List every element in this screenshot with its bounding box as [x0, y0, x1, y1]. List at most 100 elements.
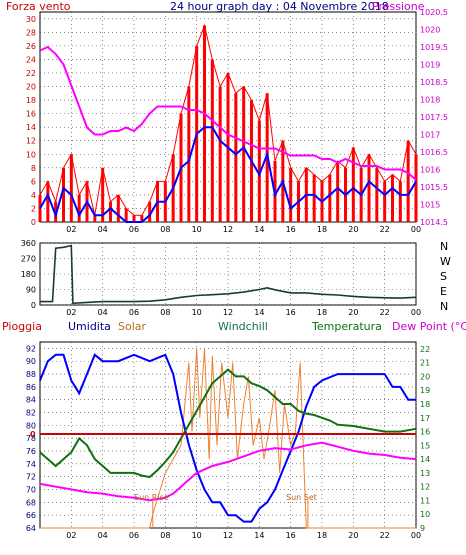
p1-left-tick-label: 14	[26, 123, 36, 132]
p3-left-tick-label: 64	[26, 524, 36, 533]
legend-umidita: Umidita	[68, 320, 111, 333]
p3-x-tick-label: 02	[66, 531, 76, 540]
p1-left-tick-label: 0	[31, 218, 36, 227]
p3-left-tick-label: 70	[26, 486, 36, 495]
p1-x-tick-label: 20	[348, 225, 358, 234]
p1-x-tick-label: 10	[192, 225, 202, 234]
p2-x-tick-label: 10	[192, 308, 202, 317]
p3-right-tick-label: 22	[420, 345, 430, 354]
p1-x-tick-label: 06	[129, 225, 139, 234]
p3-left-tick-label: 66	[26, 511, 36, 520]
p3-x-tick-label: 12	[223, 531, 233, 540]
grid-panel2	[40, 242, 417, 306]
p1-left-tick-label: 16	[26, 110, 36, 119]
p3-left-tick-label: 76	[26, 447, 36, 456]
p1-x-tick-label: 18	[317, 225, 327, 234]
p1-left-tick-label: 18	[26, 96, 36, 105]
p2-x-tick-label: 20	[348, 308, 358, 317]
legend-dewpoint: Dew Point (°C)	[392, 320, 466, 333]
p3-left-tick-label: 88	[26, 370, 36, 379]
p3-x-tick-label: 06	[129, 531, 139, 540]
p1-left-tick-label: 10	[26, 150, 36, 159]
right-title: Pressione	[372, 0, 425, 13]
p3-right-tick-label: 9	[420, 524, 425, 533]
p2-left-tick-label: 180	[21, 270, 36, 279]
rain-zero-tick: 0	[30, 430, 36, 439]
p3-x-tick-label: 14	[254, 531, 264, 540]
p2-x-tick-label: 02	[66, 308, 76, 317]
p1-right-tick-label: 1018.5	[420, 78, 448, 87]
p1-x-tick-label: 14	[254, 225, 264, 234]
p1-left-tick-label: 12	[26, 137, 36, 146]
p1-left-tick-label: 4	[31, 191, 36, 200]
wind-average-line	[39, 126, 417, 223]
p3-left-tick-label: 80	[26, 421, 36, 430]
p2-left-tick-label: 0	[31, 301, 36, 310]
pressure-line	[39, 45, 417, 181]
p1-right-tick-label: 1016	[420, 166, 440, 175]
p3-left-tick-label: 82	[26, 409, 36, 418]
p1-right-tick-label: 1019.5	[420, 43, 448, 52]
p1-x-tick-label: 04	[98, 225, 108, 234]
sunrise-label: Sun Rise	[134, 493, 169, 502]
p1-left-tick-label: 8	[31, 164, 36, 173]
p1-left-tick-label: 26	[26, 42, 36, 51]
p3-x-tick-label: 22	[380, 531, 390, 540]
p1-right-tick-label: 1016.5	[420, 148, 448, 157]
p1-right-tick-label: 1015.5	[420, 183, 448, 192]
legend-temperatura: Temperatura	[311, 320, 382, 333]
p2-x-tick-label: 08	[160, 308, 170, 317]
p1-x-tick-label: 22	[380, 225, 390, 234]
p2-left-tick-label: 90	[26, 286, 36, 295]
center-title: 24 hour graph day : 04 Novembre 2018	[170, 0, 389, 13]
p2-x-tick-label: 12	[223, 308, 233, 317]
dir-label-e: E	[440, 285, 447, 298]
solar-line	[40, 348, 416, 529]
p3-right-tick-label: 21	[420, 359, 430, 368]
temperature-line	[39, 368, 417, 479]
p3-x-tick-label: 20	[348, 531, 358, 540]
p3-right-tick-label: 17	[420, 414, 430, 423]
p3-x-tick-label: 08	[160, 531, 170, 540]
p2-x-tick-label: 14	[254, 308, 264, 317]
p2-left-tick-label: 360	[21, 239, 36, 248]
p3-right-tick-label: 11	[420, 496, 430, 505]
p2-x-tick-label: 04	[98, 308, 108, 317]
series-layer	[38, 23, 418, 529]
p1-left-tick-label: 20	[26, 83, 36, 92]
p2-x-tick-label: 16	[286, 308, 296, 317]
p3-right-tick-label: 18	[420, 400, 430, 409]
p2-x-tick-label: 22	[380, 308, 390, 317]
p2-x-tick-label: 06	[129, 308, 139, 317]
sunset-label: Sun Set	[286, 493, 317, 502]
dir-label-n-top: N	[440, 240, 448, 253]
wind-speed-line	[39, 23, 417, 216]
p1-right-tick-label: 1018	[420, 96, 440, 105]
p1-x-tick-label: 08	[160, 225, 170, 234]
dir-label-n-bottom: N	[440, 300, 448, 313]
p3-right-tick-label: 14	[420, 455, 430, 464]
wind-direction-line	[40, 244, 417, 305]
p3-left-tick-label: 72	[26, 473, 36, 482]
p3-left-tick-label: 68	[26, 498, 36, 507]
p2-left-tick-label: 270	[21, 255, 36, 264]
dir-label-s: S	[440, 270, 447, 283]
p1-x-tick-label: 02	[66, 225, 76, 234]
p3-x-tick-label: 16	[286, 531, 296, 540]
p3-x-tick-label: 10	[192, 531, 202, 540]
legend-pioggia: Pioggia	[2, 320, 42, 333]
p3-left-tick-label: 78	[26, 434, 36, 443]
p1-x-tick-label: 00	[411, 225, 421, 234]
p2-x-tick-label: 18	[317, 308, 327, 317]
p3-right-tick-label: 19	[420, 386, 430, 395]
p3-left-tick-label: 84	[26, 396, 36, 405]
p1-right-tick-label: 1017.5	[420, 113, 448, 122]
p1-left-tick-label: 6	[31, 177, 36, 186]
p1-left-tick-label: 28	[26, 28, 36, 37]
p1-left-tick-label: 30	[26, 15, 36, 24]
p3-x-tick-label: 04	[98, 531, 108, 540]
p3-x-tick-label: 18	[317, 531, 327, 540]
